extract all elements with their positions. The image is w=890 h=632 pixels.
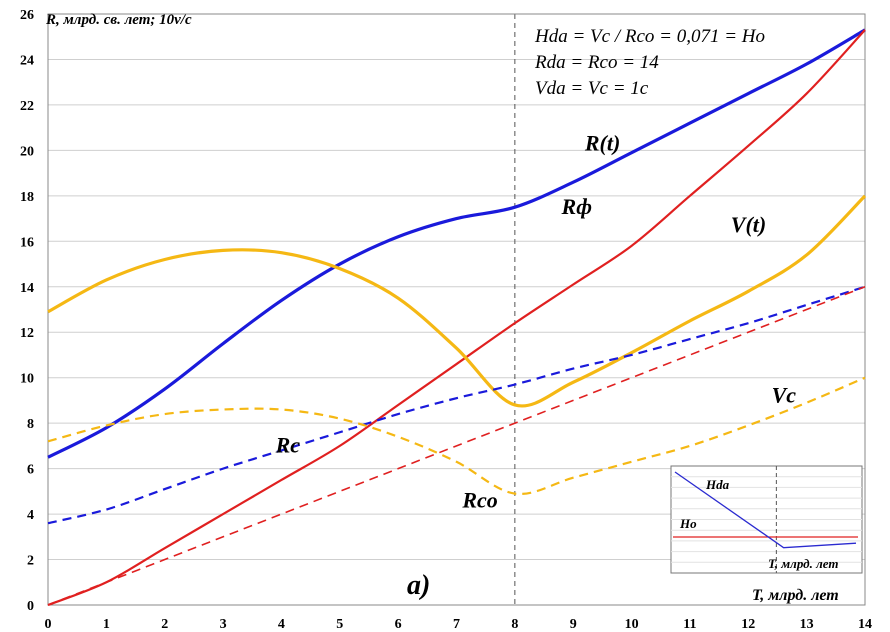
x-tick-label: 13	[800, 617, 814, 632]
inset-label-hda: Hda	[705, 477, 730, 492]
series-labels: R(t) Rф V(t) Rc Rco Vc	[275, 130, 797, 512]
inset-label-t: T, млрд. лет	[768, 556, 838, 571]
x-tick-label: 7	[453, 617, 460, 632]
series-line-rc	[47, 285, 866, 525]
series-label-vt: V(t)	[731, 212, 766, 237]
series-label-rt: R(t)	[584, 130, 620, 155]
y-tick-label: 10	[20, 372, 34, 387]
plot-frame	[47, 13, 866, 606]
annotation-rda: Rda = Rco = 14	[534, 52, 659, 73]
series-label-rc: Rc	[275, 433, 301, 458]
series-label-rco: Rco	[461, 487, 497, 512]
y-tick-label: 2	[27, 554, 34, 569]
x-tick-label: 1	[103, 617, 110, 632]
x-tick-label: 12	[741, 617, 755, 632]
y-tick-label: 12	[20, 326, 34, 341]
y-tick-label: 22	[20, 99, 34, 114]
series-line-rco	[47, 286, 866, 606]
x-tick-label: 14	[858, 617, 872, 632]
x-tick-label: 8	[511, 617, 518, 632]
y-tick-label: 8	[27, 417, 34, 432]
y-tick-label: 14	[20, 281, 34, 296]
series-line-rф	[47, 29, 866, 607]
y-tick-label: 6	[27, 463, 34, 478]
x-tick-label: 0	[45, 617, 52, 632]
x-tick-label: 3	[220, 617, 227, 632]
x-tick-label: 9	[570, 617, 577, 632]
y-tick-label: 24	[20, 53, 34, 68]
axes	[47, 13, 866, 606]
inset-hda-line	[674, 471, 857, 549]
y-tick-label: 20	[20, 144, 34, 159]
y-tick-label: 26	[20, 8, 34, 23]
series-group	[47, 28, 867, 607]
series-line-vt	[47, 194, 867, 408]
series-label-vc: Vc	[772, 383, 797, 408]
x-tick-label: 6	[395, 617, 402, 632]
x-axis-label: T, млрд. лет	[752, 587, 839, 604]
annotation-vda: Vda = Vc = 1c	[535, 78, 649, 99]
x-tick-label: 4	[278, 617, 285, 632]
y-axis-label: R, млрд. св. лет; 10v/c	[45, 12, 192, 28]
series-label-rф: Rф	[561, 194, 592, 219]
y-tick-label: 0	[27, 599, 34, 614]
annotation-hda: Hda = Vc / Rco = 0,071 = Ho	[534, 26, 765, 47]
y-tick-label: 4	[27, 508, 34, 523]
x-tick-label: 5	[336, 617, 343, 632]
x-tick-label: 11	[683, 617, 696, 632]
y-tick-label: 16	[20, 235, 34, 250]
inset-chart: Hda Ho T, млрд. лет	[670, 465, 863, 574]
inset-label-ho: Ho	[679, 516, 697, 531]
x-tick-label: 10	[625, 617, 639, 632]
y-tick-label: 18	[20, 190, 34, 205]
panel-label: а)	[407, 570, 430, 601]
tick-labels: 0 1 2 3 4 5 6 7 8 9 10 11 12 13 1402468101214161820222…	[20, 8, 872, 632]
x-tick-label: 2	[161, 617, 168, 632]
series-line-vc	[47, 376, 866, 496]
series-line-rt	[47, 28, 866, 459]
